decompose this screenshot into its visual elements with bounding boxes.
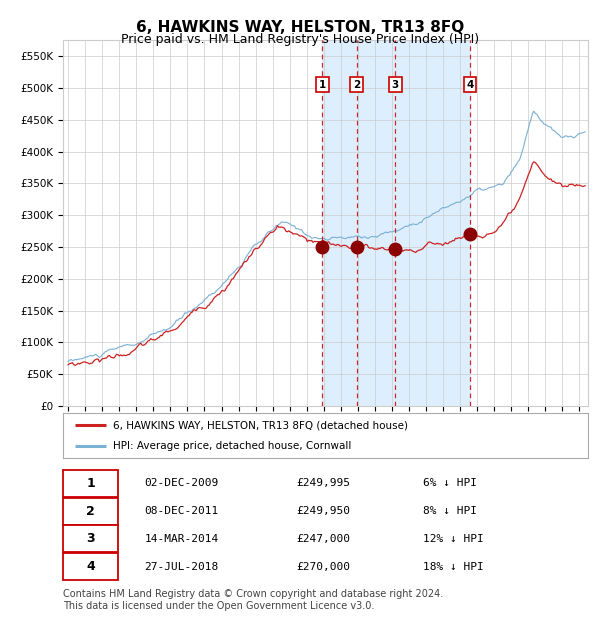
Text: 14-MAR-2014: 14-MAR-2014: [145, 534, 218, 544]
FancyBboxPatch shape: [63, 554, 118, 580]
Text: 6% ↓ HPI: 6% ↓ HPI: [422, 479, 476, 489]
Text: £249,995: £249,995: [296, 479, 350, 489]
Text: £249,950: £249,950: [296, 506, 350, 516]
Text: 02-DEC-2009: 02-DEC-2009: [145, 479, 218, 489]
Text: 4: 4: [466, 80, 473, 90]
Text: 1: 1: [86, 477, 95, 490]
Text: £247,000: £247,000: [296, 534, 350, 544]
Text: 8% ↓ HPI: 8% ↓ HPI: [422, 506, 476, 516]
Text: HPI: Average price, detached house, Cornwall: HPI: Average price, detached house, Corn…: [113, 441, 351, 451]
Text: 3: 3: [392, 80, 399, 90]
Text: Contains HM Land Registry data © Crown copyright and database right 2024.
This d: Contains HM Land Registry data © Crown c…: [63, 589, 443, 611]
Text: £270,000: £270,000: [296, 562, 350, 572]
Text: 6, HAWKINS WAY, HELSTON, TR13 8FQ: 6, HAWKINS WAY, HELSTON, TR13 8FQ: [136, 20, 464, 35]
Text: 6, HAWKINS WAY, HELSTON, TR13 8FQ (detached house): 6, HAWKINS WAY, HELSTON, TR13 8FQ (detac…: [113, 420, 408, 430]
Text: 3: 3: [86, 532, 95, 545]
Text: 2: 2: [353, 80, 361, 90]
FancyBboxPatch shape: [63, 525, 118, 552]
FancyBboxPatch shape: [63, 497, 118, 525]
Text: 27-JUL-2018: 27-JUL-2018: [145, 562, 218, 572]
Text: 08-DEC-2011: 08-DEC-2011: [145, 506, 218, 516]
Text: 4: 4: [86, 560, 95, 574]
Bar: [322, 40, 470, 406]
Text: 12% ↓ HPI: 12% ↓ HPI: [422, 534, 484, 544]
FancyBboxPatch shape: [63, 470, 118, 497]
Text: 1: 1: [319, 80, 326, 90]
Text: 18% ↓ HPI: 18% ↓ HPI: [422, 562, 484, 572]
Text: 2: 2: [86, 505, 95, 518]
Text: Price paid vs. HM Land Registry's House Price Index (HPI): Price paid vs. HM Land Registry's House …: [121, 33, 479, 46]
